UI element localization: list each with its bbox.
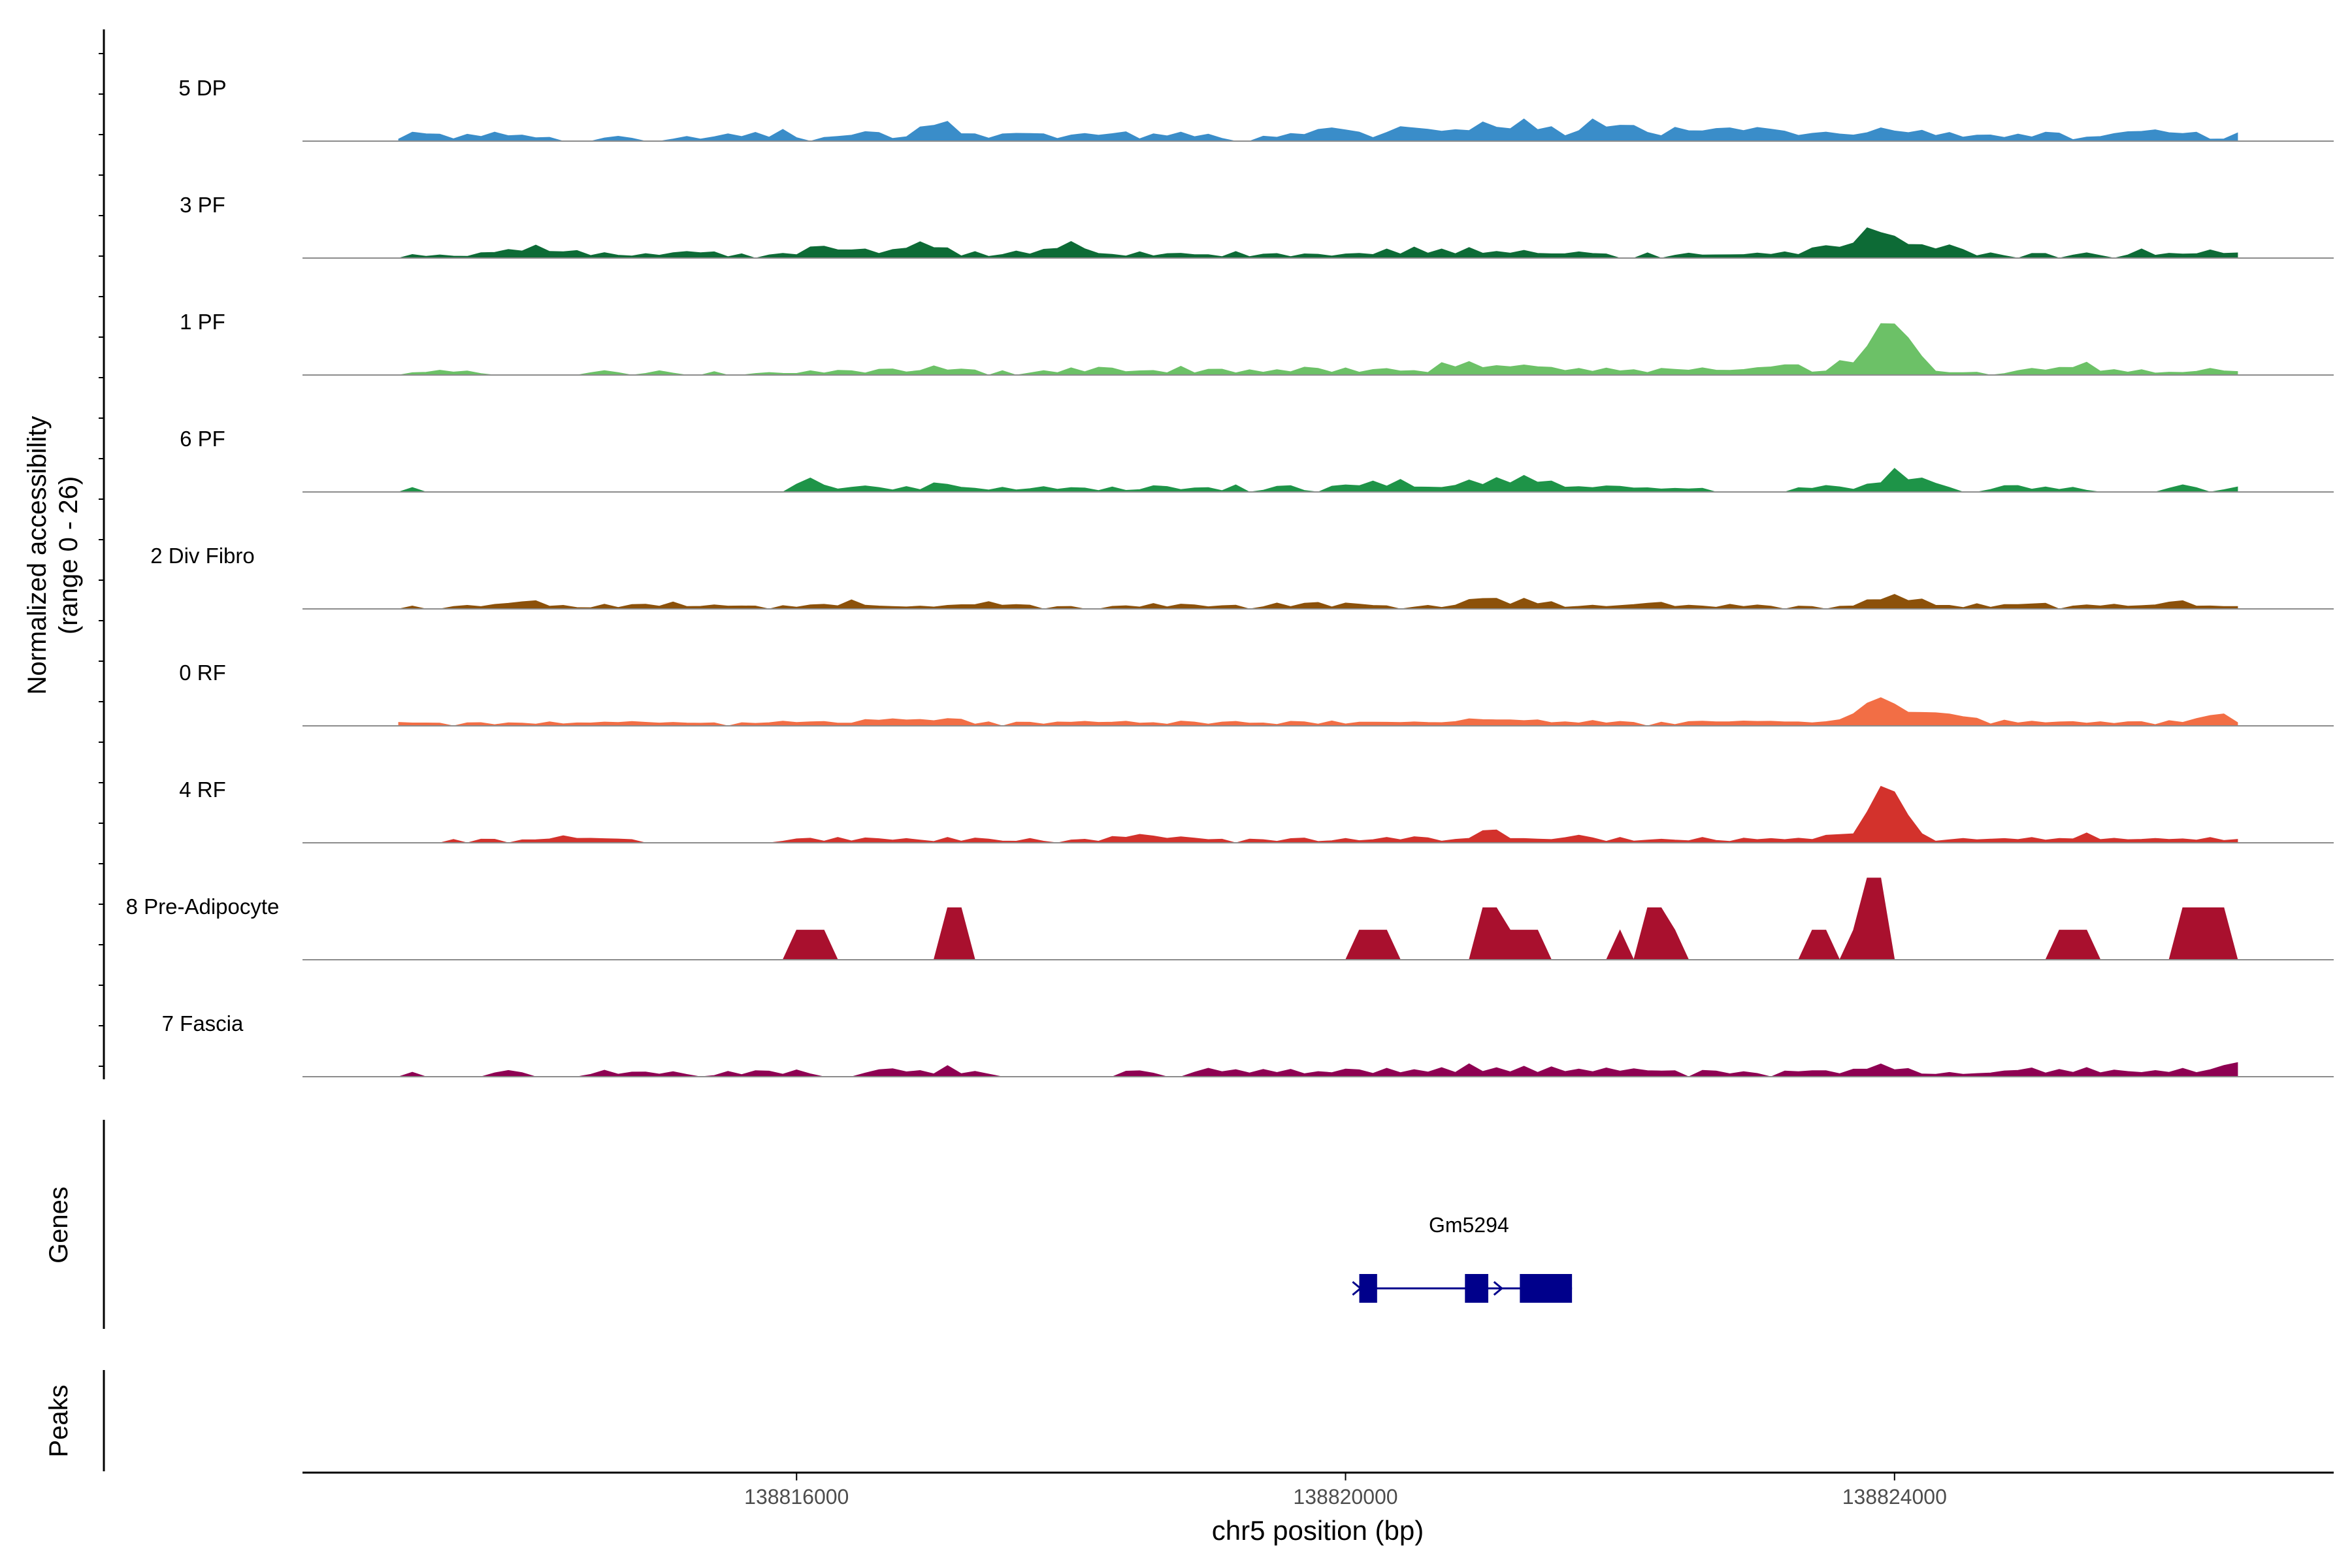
coverage-area xyxy=(398,118,2238,142)
track-5-dp: 5 DP xyxy=(178,76,2334,142)
coverage-area xyxy=(398,594,2238,610)
track-6-pf: 6 PF xyxy=(180,427,2334,493)
track-label: 0 RF xyxy=(179,661,226,685)
coverage-area xyxy=(398,697,2238,727)
coverage-area xyxy=(398,1062,2238,1077)
track-label: 8 Pre-Adipocyte xyxy=(126,894,280,919)
track-1-pf: 1 PF xyxy=(180,310,2334,376)
x-axis: 138816000 138820000 138824000 chr5 positio… xyxy=(302,1471,2334,1546)
x-tick-label: 138820000 xyxy=(1293,1485,1397,1509)
left-y-axis xyxy=(99,29,105,1079)
track-4-rf: 4 RF xyxy=(179,777,2334,843)
peaks-panel-label: Peaks xyxy=(44,1384,73,1457)
x-axis-title: chr5 position (bp) xyxy=(1212,1515,1424,1546)
genes-panel-label: Genes xyxy=(44,1186,73,1264)
track-label: 5 DP xyxy=(178,76,226,100)
gene-exon xyxy=(1359,1274,1377,1303)
x-tick-label: 138816000 xyxy=(744,1485,849,1509)
x-axis-ticks: 138816000 138820000 138824000 xyxy=(744,1473,1947,1509)
coverage-area xyxy=(399,785,2238,843)
y-axis-label-line2: (range 0 - 26) xyxy=(54,476,83,634)
accessibility-tracks: 5 DP 3 PF 1 PF 6 PF 2 Div Fibro 0 RF 4 RF 8 Pre… xyxy=(126,76,2334,1077)
track-label: 7 Fascia xyxy=(162,1011,244,1036)
peaks-panel: Peaks xyxy=(44,1370,105,1471)
strand-arrow-icon xyxy=(1493,1281,1504,1296)
track-label: 3 PF xyxy=(180,193,225,217)
coverage-area xyxy=(398,323,2238,376)
track-0-rf: 0 RF xyxy=(179,661,2334,727)
gene-exon xyxy=(1465,1274,1488,1303)
track-label: 2 Div Fibro xyxy=(150,544,255,568)
strand-arrow-icon xyxy=(1352,1281,1362,1296)
track-label: 4 RF xyxy=(179,777,226,802)
y-axis-label-line1: Normalized accessibility xyxy=(23,416,52,695)
track-label: 6 PF xyxy=(180,427,225,451)
coverage-area xyxy=(398,227,2238,259)
coverage-area xyxy=(399,877,2238,961)
track-label: 1 PF xyxy=(180,310,225,334)
x-tick-label: 138824000 xyxy=(1842,1485,1947,1509)
genes-panel: Genes Gm5294 xyxy=(44,1120,1573,1329)
coverage-area xyxy=(398,468,2238,493)
track-2-div-fibro: 2 Div Fibro xyxy=(150,544,2334,610)
track-3-pf: 3 PF xyxy=(180,193,2334,259)
track-8-pre-adipocyte: 8 Pre-Adipocyte xyxy=(126,877,2334,961)
track-7-fascia: 7 Fascia xyxy=(162,1011,2334,1077)
gene-exon xyxy=(1520,1274,1573,1303)
gene-gm5294: Gm5294 xyxy=(1352,1213,1573,1303)
gene-models: Gm5294 xyxy=(1352,1213,1573,1303)
gene-name-label: Gm5294 xyxy=(1429,1213,1509,1237)
